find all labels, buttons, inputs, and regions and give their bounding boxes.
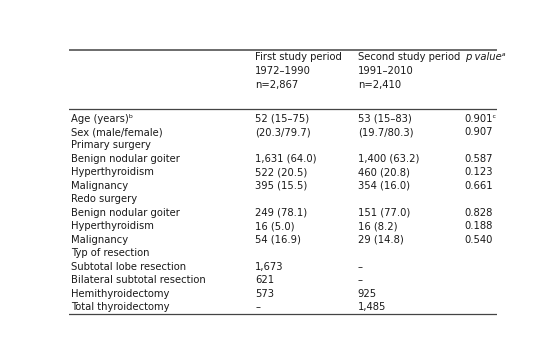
Text: 29 (14.8): 29 (14.8) [358, 235, 404, 245]
Text: Benign nodular goiter: Benign nodular goiter [71, 208, 180, 218]
Text: 395 (15.5): 395 (15.5) [255, 181, 307, 191]
Text: Primary surgery: Primary surgery [71, 140, 151, 151]
Text: 0.188: 0.188 [465, 221, 493, 231]
Text: 54 (16.9): 54 (16.9) [255, 235, 301, 245]
Text: 573: 573 [255, 289, 274, 299]
Text: Hemithyroidectomy: Hemithyroidectomy [71, 289, 169, 299]
Text: 16 (8.2): 16 (8.2) [358, 221, 397, 231]
Text: Hyperthyroidism: Hyperthyroidism [71, 221, 154, 231]
Text: 0.661: 0.661 [465, 181, 493, 191]
Text: Benign nodular goiter: Benign nodular goiter [71, 154, 180, 164]
Text: 0.540: 0.540 [465, 235, 493, 245]
Text: Second study period
1991–2010
n=2,410: Second study period 1991–2010 n=2,410 [358, 52, 460, 90]
Text: 460 (20.8): 460 (20.8) [358, 167, 410, 177]
Text: 1,400 (63.2): 1,400 (63.2) [358, 154, 419, 164]
Text: Malignancy: Malignancy [71, 235, 128, 245]
Text: 925: 925 [358, 289, 377, 299]
Text: 52 (15–75): 52 (15–75) [255, 114, 309, 124]
Text: Redo surgery: Redo surgery [71, 194, 137, 204]
Text: 522 (20.5): 522 (20.5) [255, 167, 307, 177]
Text: Typ of resection: Typ of resection [71, 248, 150, 258]
Text: 354 (16.0): 354 (16.0) [358, 181, 410, 191]
Text: 0.907: 0.907 [465, 127, 493, 137]
Text: 0.587: 0.587 [465, 154, 493, 164]
Text: 0.901ᶜ: 0.901ᶜ [465, 114, 497, 124]
Text: Sex (male/female): Sex (male/female) [71, 127, 163, 137]
Text: Age (years)ᵇ: Age (years)ᵇ [71, 114, 133, 124]
Text: 621: 621 [255, 275, 274, 285]
Text: –: – [358, 275, 363, 285]
Text: (20.3/79.7): (20.3/79.7) [255, 127, 311, 137]
Text: 0.123: 0.123 [465, 167, 493, 177]
Text: Subtotal lobe resection: Subtotal lobe resection [71, 262, 186, 272]
Text: 1,673: 1,673 [255, 262, 284, 272]
Text: 0.828: 0.828 [465, 208, 493, 218]
Text: Hyperthyroidism: Hyperthyroidism [71, 167, 154, 177]
Text: 53 (15–83): 53 (15–83) [358, 114, 411, 124]
Text: Malignancy: Malignancy [71, 181, 128, 191]
Text: 249 (78.1): 249 (78.1) [255, 208, 307, 218]
Text: 151 (77.0): 151 (77.0) [358, 208, 410, 218]
Text: 1,485: 1,485 [358, 302, 386, 312]
Text: 16 (5.0): 16 (5.0) [255, 221, 295, 231]
Text: p valueᵃ: p valueᵃ [465, 52, 505, 62]
Text: (19.7/80.3): (19.7/80.3) [358, 127, 413, 137]
Text: First study period
1972–1990
n=2,867: First study period 1972–1990 n=2,867 [255, 52, 342, 90]
Text: Bilateral subtotal resection: Bilateral subtotal resection [71, 275, 206, 285]
Text: –: – [358, 262, 363, 272]
Text: –: – [255, 302, 260, 312]
Text: Total thyroidectomy: Total thyroidectomy [71, 302, 169, 312]
Text: 1,631 (64.0): 1,631 (64.0) [255, 154, 317, 164]
